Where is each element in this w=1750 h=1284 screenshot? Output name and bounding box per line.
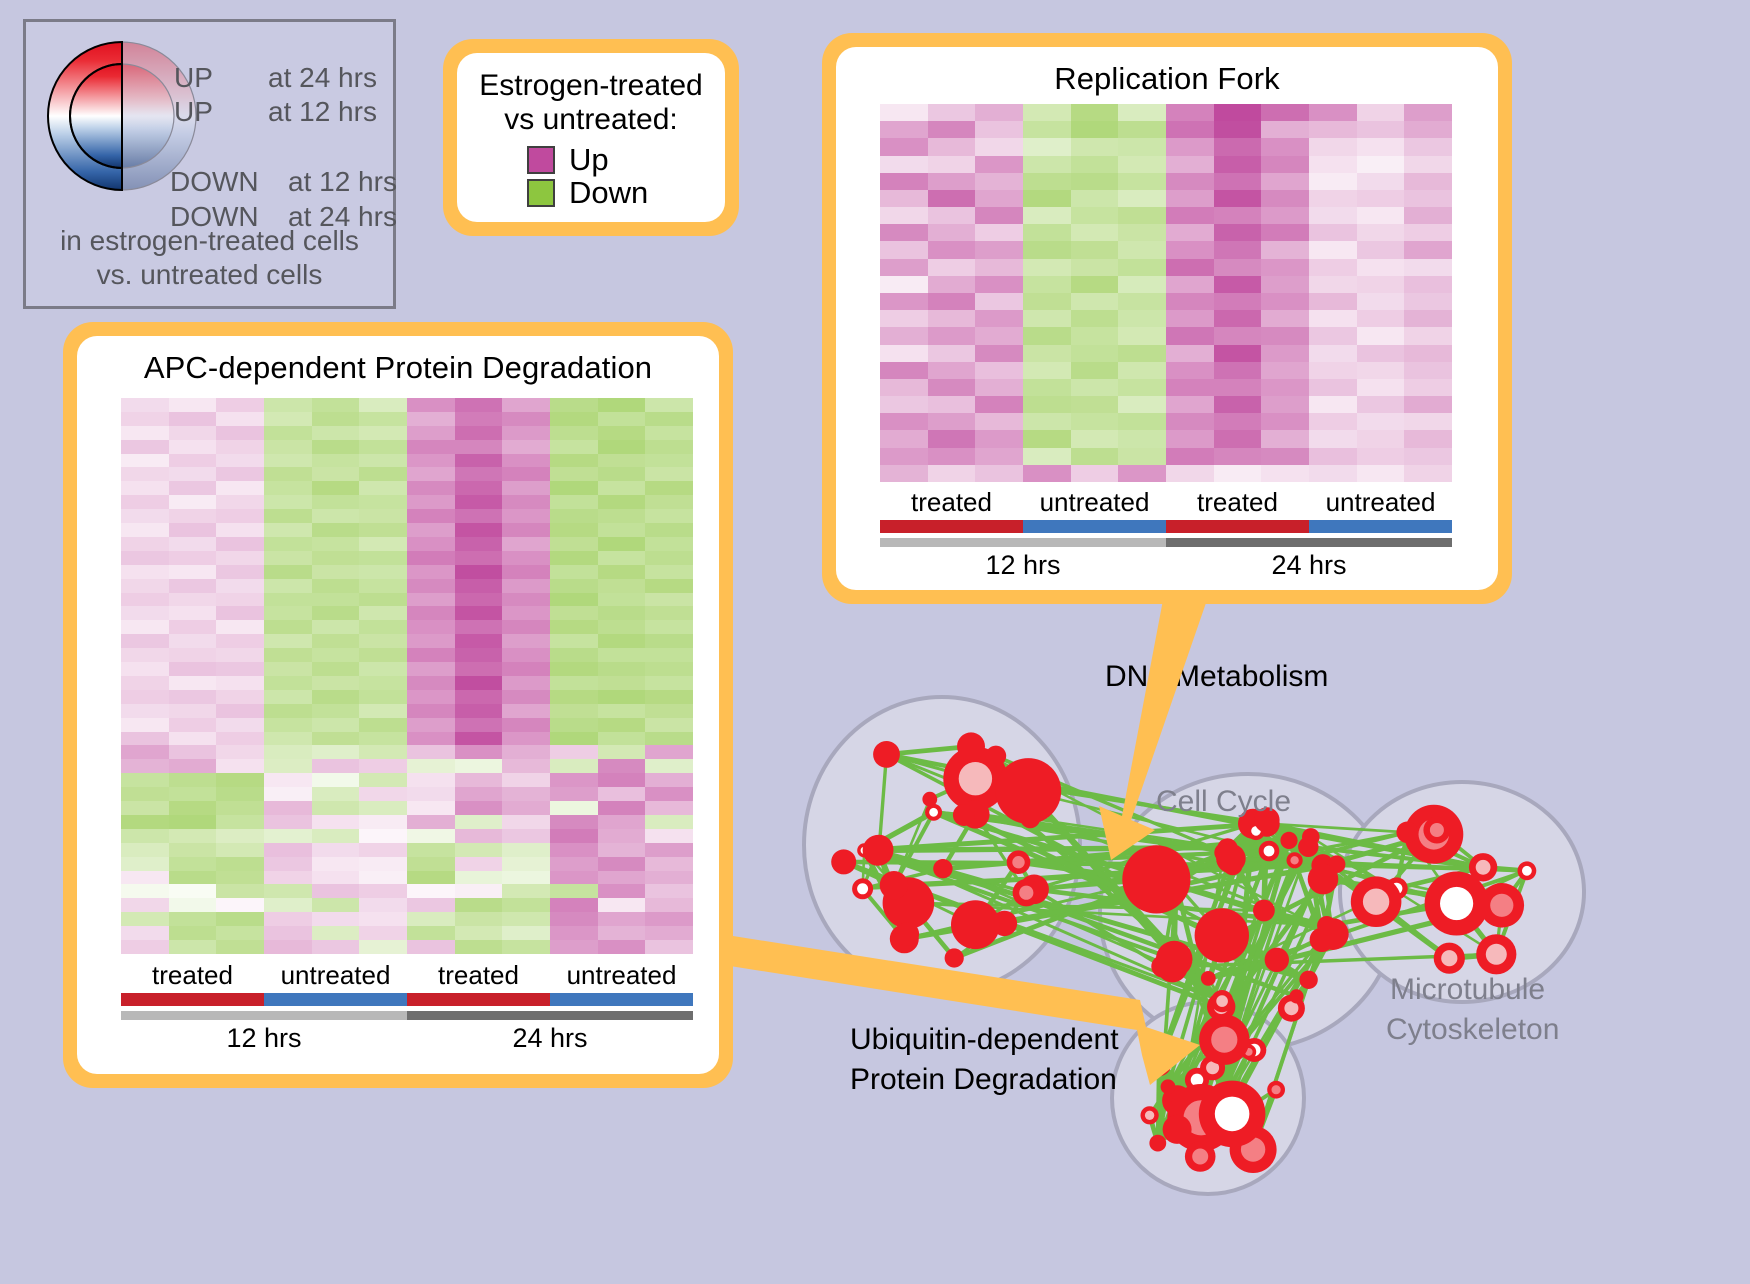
arrow-replication-to-dna xyxy=(1099,600,1207,860)
arrow-apc-to-ubiquitin xyxy=(730,936,1200,1085)
